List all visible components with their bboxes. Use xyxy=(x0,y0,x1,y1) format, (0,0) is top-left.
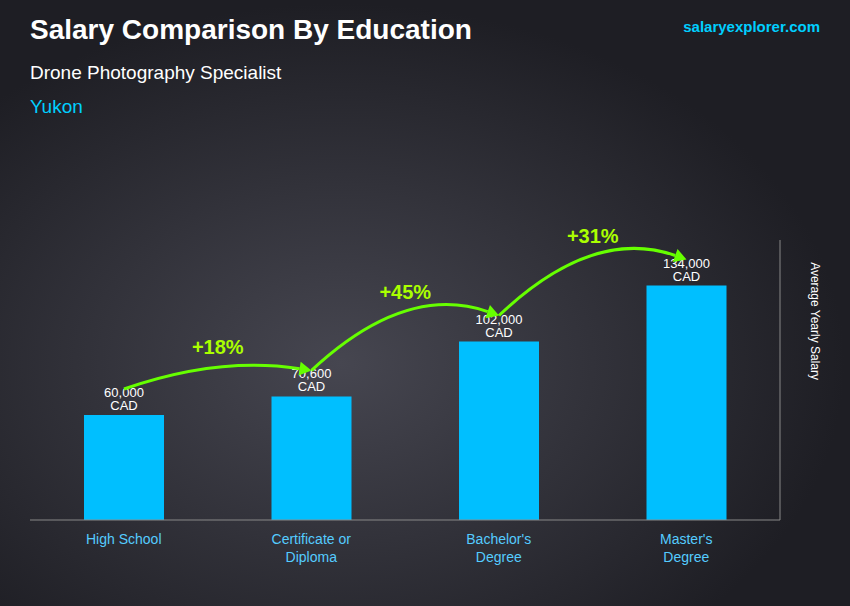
html-text:salaryexplorer.com: salaryexplorer.com xyxy=(683,18,820,35)
html-text:Yukon: Yukon xyxy=(30,96,83,117)
svg-text:102,000CAD: 102,000CAD xyxy=(476,312,523,340)
svg-text:Average Yearly Salary: Average Yearly Salary xyxy=(808,262,822,380)
svg-text:+45%: +45% xyxy=(379,281,431,303)
svg-text:Certificate orDiploma: Certificate orDiploma xyxy=(272,531,352,565)
svg-text:60,000CAD: 60,000CAD xyxy=(104,385,144,413)
html-text:Salary Comparison By Education: Salary Comparison By Education xyxy=(30,14,472,45)
svg-text:Bachelor'sDegree: Bachelor'sDegree xyxy=(466,531,531,565)
svg-text:High School: High School xyxy=(86,531,162,547)
svg-text:+31%: +31% xyxy=(567,225,619,247)
html-text:Drone Photography Specialist: Drone Photography Specialist xyxy=(30,62,282,83)
svg-text:+18%: +18% xyxy=(192,336,244,358)
svg-text:134,000CAD: 134,000CAD xyxy=(663,256,710,284)
svg-text:70,600CAD: 70,600CAD xyxy=(292,366,332,394)
svg-text:Master'sDegree: Master'sDegree xyxy=(660,531,712,565)
